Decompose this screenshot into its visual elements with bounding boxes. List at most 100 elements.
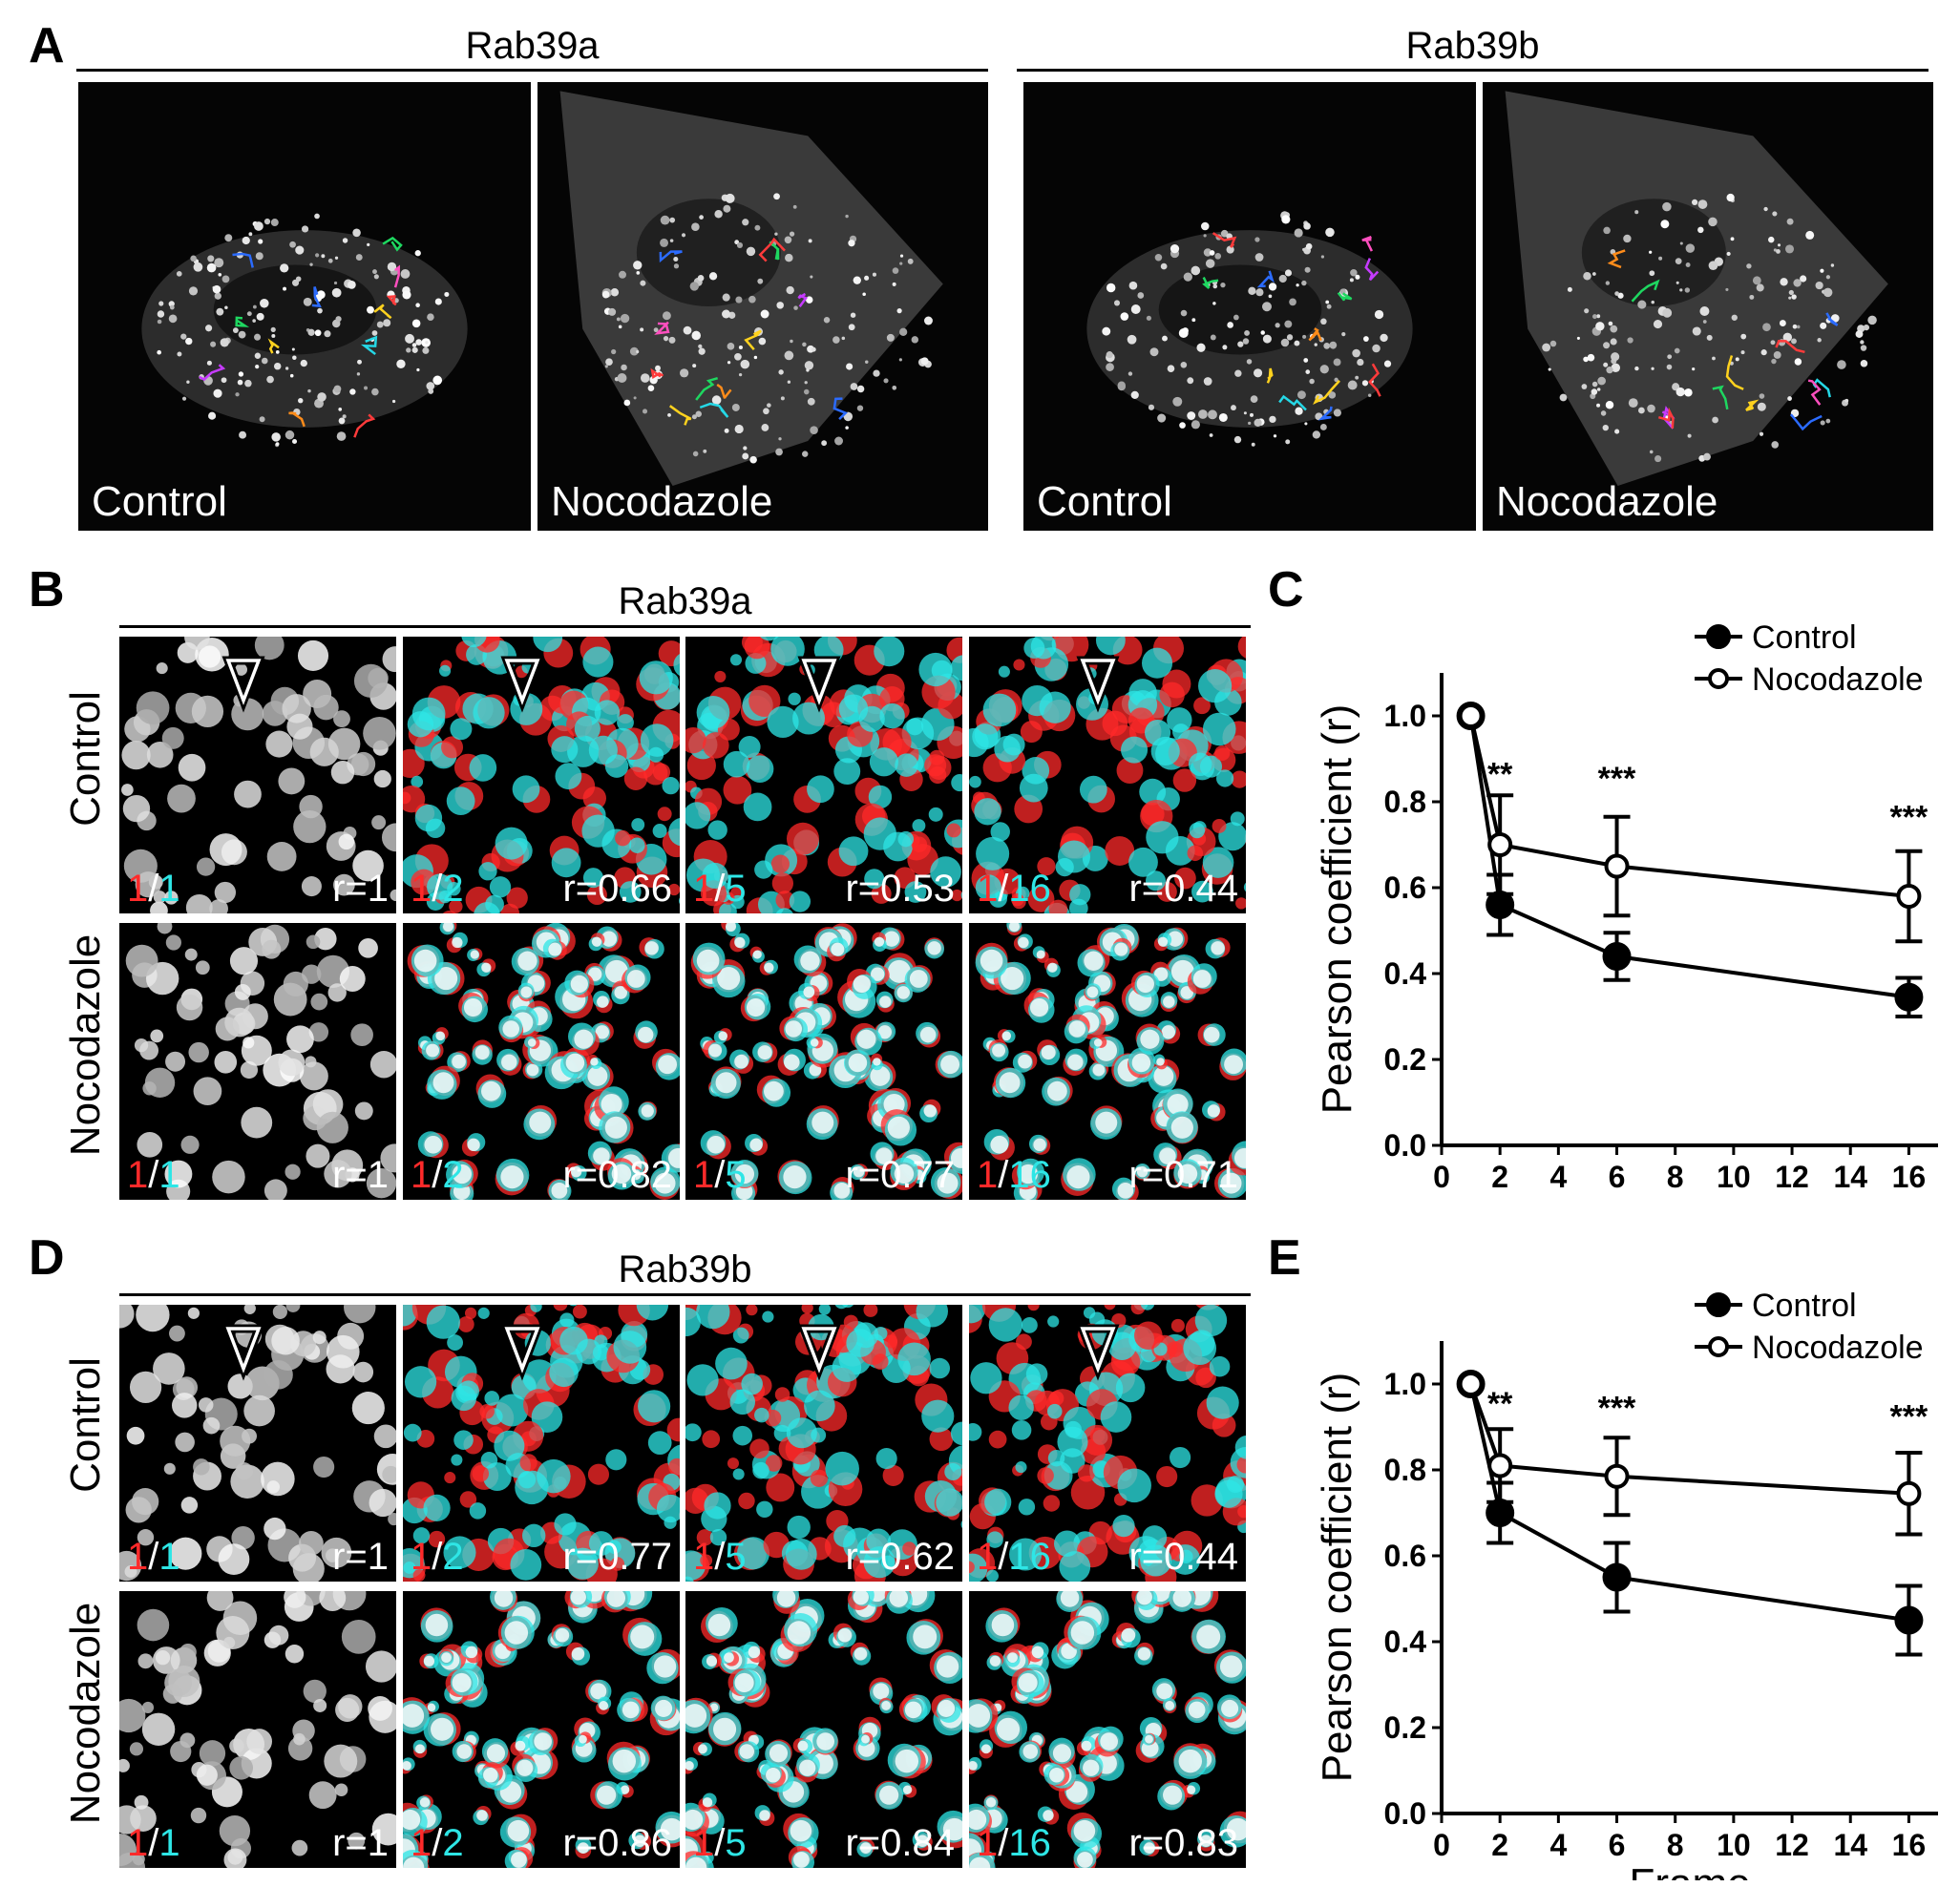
panel-a-title-rule [1017, 69, 1928, 72]
tile-image: 1/5 r=0.84 [685, 1591, 962, 1868]
frame-b: 1 [158, 1822, 180, 1864]
condition-label: Nocodazole [1496, 478, 1718, 525]
x-tick-label: 14 [1833, 1828, 1867, 1862]
row-label-nocodazole: Nocodazole [62, 933, 109, 1157]
x-tick-label: 8 [1667, 1160, 1684, 1193]
y-tick-label: 0.4 [1384, 1625, 1427, 1659]
y-tick-label: 0.0 [1384, 1128, 1426, 1163]
micrograph-image [78, 82, 531, 531]
y-tick-label: 0.0 [1384, 1796, 1426, 1831]
frame-a: 1 [411, 868, 432, 910]
frame-b: 1 [158, 868, 180, 910]
x-tick-label: 2 [1491, 1160, 1508, 1193]
x-tick-label: 12 [1775, 1160, 1809, 1193]
condition-label: Nocodazole [551, 478, 773, 525]
panel-b-title-rule [119, 625, 1251, 628]
panel-label-d: D [29, 1230, 65, 1286]
legend-marker [1708, 1336, 1729, 1357]
frame-b: 2 [442, 868, 464, 910]
pearson-r-value: r=0.66 [562, 868, 672, 910]
data-point-nocodazole [1487, 1453, 1513, 1478]
data-point-control [1894, 1605, 1924, 1635]
frame-pair-label: 1/16 [977, 1154, 1051, 1196]
pearson-r-value: r=0.62 [845, 1536, 955, 1578]
panel-label-b: B [29, 562, 65, 618]
arrowhead-marker [504, 1327, 540, 1373]
frame-pair-label: 1/2 [411, 1822, 464, 1864]
tile-image: 1/16 r=0.83 [969, 1591, 1246, 1868]
data-point-nocodazole [1604, 853, 1630, 879]
frame-a: 1 [411, 1536, 432, 1578]
x-tick-label: 16 [1892, 1160, 1927, 1193]
data-point-control [1486, 891, 1515, 919]
data-point-control [1602, 942, 1632, 971]
frame-b: 16 [1008, 1154, 1051, 1196]
micrograph-image [537, 82, 988, 531]
frame-b: 1 [158, 1536, 180, 1578]
tile-image: 1/16 r=0.71 [969, 923, 1246, 1200]
significance-marker: *** [1890, 1399, 1928, 1436]
chart-panel-e: 0.0 0.2 0.4 0.6 0.8 1.0 0 2 4 6 8 10 12 14 16 Frame Pear… [1270, 1231, 1957, 1887]
frame-b: 1 [158, 1154, 180, 1196]
legend-marker [1708, 668, 1729, 689]
y-tick-label: 0.8 [1384, 1453, 1426, 1487]
frame-b: 5 [725, 1536, 747, 1578]
row-label-control: Control [62, 1357, 109, 1493]
x-tick-label: 6 [1609, 1828, 1626, 1862]
frame-pair-label: 1/5 [693, 868, 747, 910]
series-line [1468, 715, 1909, 898]
y-tick-label: 0.4 [1384, 956, 1427, 991]
condition-label: Control [1037, 478, 1172, 525]
micrograph-rab39a-control: Control [78, 82, 531, 531]
tile-image: 1/2 r=0.86 [403, 1591, 680, 1868]
legend-label: Control [1752, 619, 1857, 656]
data-point-control [1486, 1499, 1515, 1527]
x-tick-label: 10 [1717, 1160, 1751, 1193]
series-line [1468, 1383, 1909, 1623]
frame-b: 2 [442, 1154, 464, 1196]
tile-image: 1/1 r=1 [119, 1305, 396, 1582]
frame-pair-label: 1/5 [693, 1536, 747, 1578]
arrowhead-marker [801, 1327, 837, 1373]
panel-label-c: C [1268, 562, 1304, 618]
pearson-r-value: r=0.86 [562, 1822, 672, 1864]
frame-a: 1 [411, 1154, 432, 1196]
frame-a: 1 [693, 1154, 715, 1196]
frame-b: 5 [725, 1154, 747, 1196]
pearson-r-value: r=0.44 [1128, 868, 1238, 910]
frame-b: 2 [442, 1822, 464, 1864]
tile-image: 1/16 r=0.44 [969, 1305, 1246, 1582]
tile-image: 1/1 r=1 [119, 923, 396, 1200]
condition-label: Control [92, 478, 227, 525]
panel-a-title-rab39a: Rab39a [465, 25, 600, 67]
tile-image: 1/1 r=1 [119, 1591, 396, 1868]
frame-pair-label: 1/2 [411, 868, 464, 910]
data-point-nocodazole [1896, 1480, 1922, 1506]
y-axis-label: Pearson coefficient (r) [1314, 1373, 1360, 1783]
x-tick-label: 14 [1833, 1160, 1867, 1193]
frame-pair-label: 1/1 [127, 1536, 180, 1578]
frame-pair-label: 1/2 [411, 1536, 464, 1578]
pearson-r-value: r=0.71 [1128, 1154, 1238, 1196]
chart-panel-c: 0.0 0.2 0.4 0.6 0.8 1.0 0 2 4 6 8 10 12 14 16 Frame Pear… [1270, 563, 1957, 1239]
legend-label: Nocodazole [1752, 661, 1924, 698]
x-axis-label: Frame [1629, 1192, 1750, 1193]
y-tick-label: 0.2 [1384, 1042, 1426, 1077]
frame-a: 1 [977, 868, 999, 910]
x-axis-label: Frame [1629, 1860, 1750, 1880]
panel-label-e: E [1268, 1230, 1301, 1286]
x-tick-label: 0 [1433, 1160, 1450, 1193]
tile-image: 1/2 r=0.66 [403, 637, 680, 913]
significance-marker: *** [1598, 761, 1636, 797]
data-point-nocodazole [1458, 703, 1484, 728]
frame-a: 1 [127, 868, 149, 910]
arrowhead-marker [1080, 659, 1116, 705]
panel-a-title-rab39b: Rab39b [1405, 25, 1540, 67]
tile-image: 1/2 r=0.77 [403, 1305, 680, 1582]
x-tick-label: 4 [1549, 1160, 1567, 1193]
pearson-r-value: r=1 [332, 1822, 389, 1864]
significance-marker: ** [1487, 757, 1513, 793]
tile-image: 1/5 r=0.62 [685, 1305, 962, 1582]
data-point-nocodazole [1896, 884, 1922, 909]
panel-d-title-rule [119, 1293, 1251, 1296]
